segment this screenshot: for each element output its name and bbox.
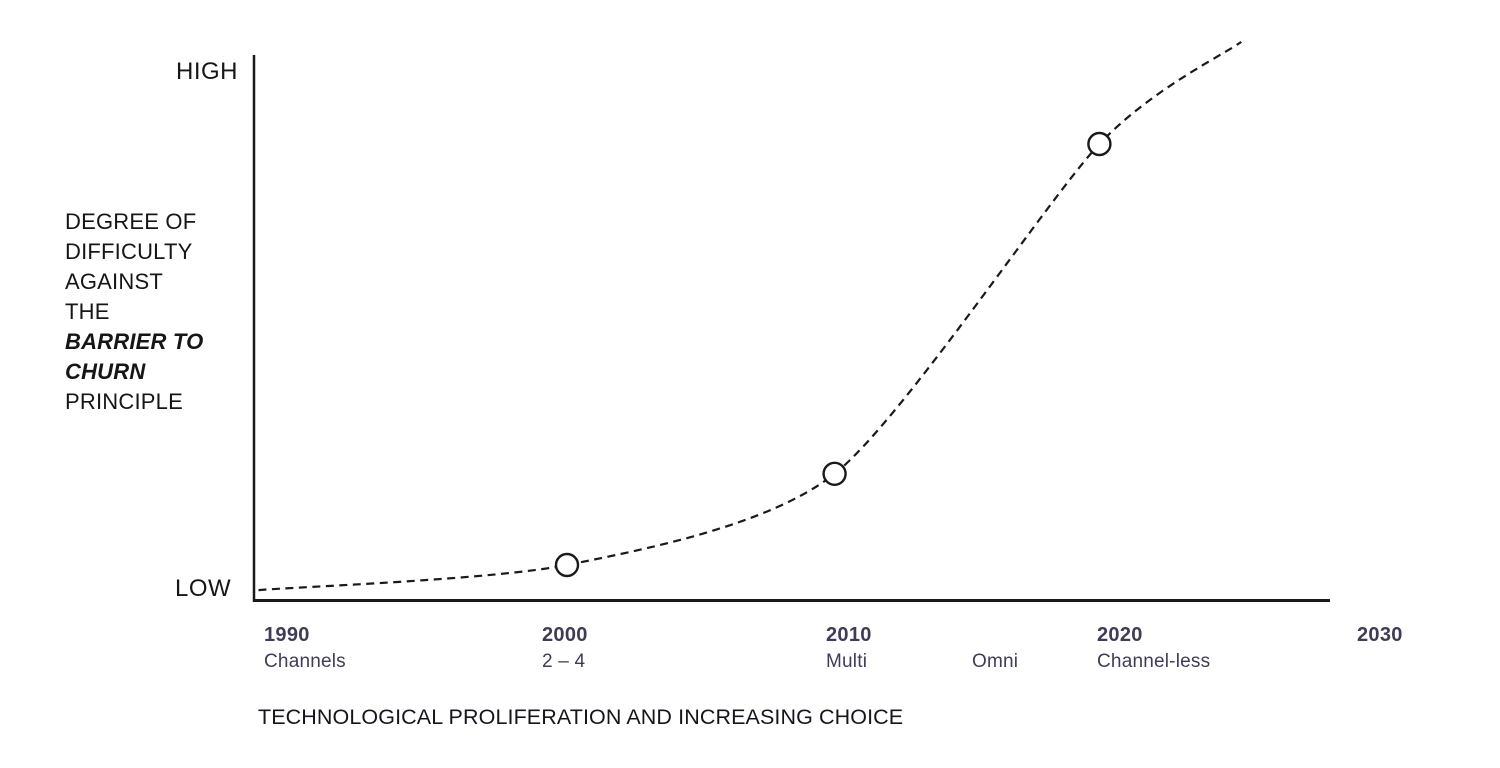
- y-axis-high-label: HIGH: [176, 58, 238, 85]
- x-tick-sublabel: Channel-less: [1097, 651, 1211, 672]
- x-tick-year: 2000: [542, 624, 588, 646]
- x-tick-2030: 2030: [1357, 624, 1403, 651]
- x-tick-sublabel: Omni: [972, 651, 1019, 672]
- y-axis-title-line: DEGREE OF: [65, 209, 197, 234]
- y-axis-title-line: AGAINST: [65, 269, 163, 294]
- x-tick-year: 2020: [1097, 624, 1143, 646]
- x-tick-year: 2030: [1357, 624, 1403, 646]
- x-tick-1990: 1990 Channels: [264, 624, 346, 673]
- y-axis-title-line-emphasis: CHURN: [65, 359, 146, 384]
- data-point-markers: [554, 131, 1112, 578]
- y-axis-title-line: PRINCIPLE: [65, 389, 183, 414]
- y-axis-low-label: LOW: [175, 575, 232, 602]
- y-axis-title-line: THE: [65, 299, 110, 324]
- x-tick-sublabel: Multi: [826, 651, 868, 672]
- y-axis-title: DEGREE OF DIFFICULTY AGAINST THE BARRIER…: [65, 207, 204, 417]
- y-axis-title-line: DIFFICULTY: [65, 239, 193, 264]
- data-point-marker: [1087, 131, 1112, 157]
- y-axis-title-line-emphasis: BARRIER TO: [65, 329, 204, 354]
- x-tick-sublabel: Channels: [264, 651, 346, 672]
- data-point-marker: [822, 461, 847, 486]
- x-tick-omni: Omni: [972, 624, 1018, 673]
- trend-curve: [258, 41, 1242, 592]
- x-tick-year: [972, 624, 1018, 649]
- x-tick-2010: 2010 Multi: [826, 624, 872, 673]
- x-tick-2020: 2020 Channel-less: [1097, 624, 1210, 673]
- x-tick-year: 1990: [264, 624, 310, 646]
- x-tick-2000: 2000 2 – 4: [542, 624, 588, 673]
- data-point-marker: [554, 552, 580, 578]
- x-axis-title: TECHNOLOGICAL PROLIFERATION AND INCREASI…: [258, 705, 904, 729]
- x-tick-year: 2010: [826, 624, 872, 646]
- x-tick-sublabel: 2 – 4: [542, 651, 586, 672]
